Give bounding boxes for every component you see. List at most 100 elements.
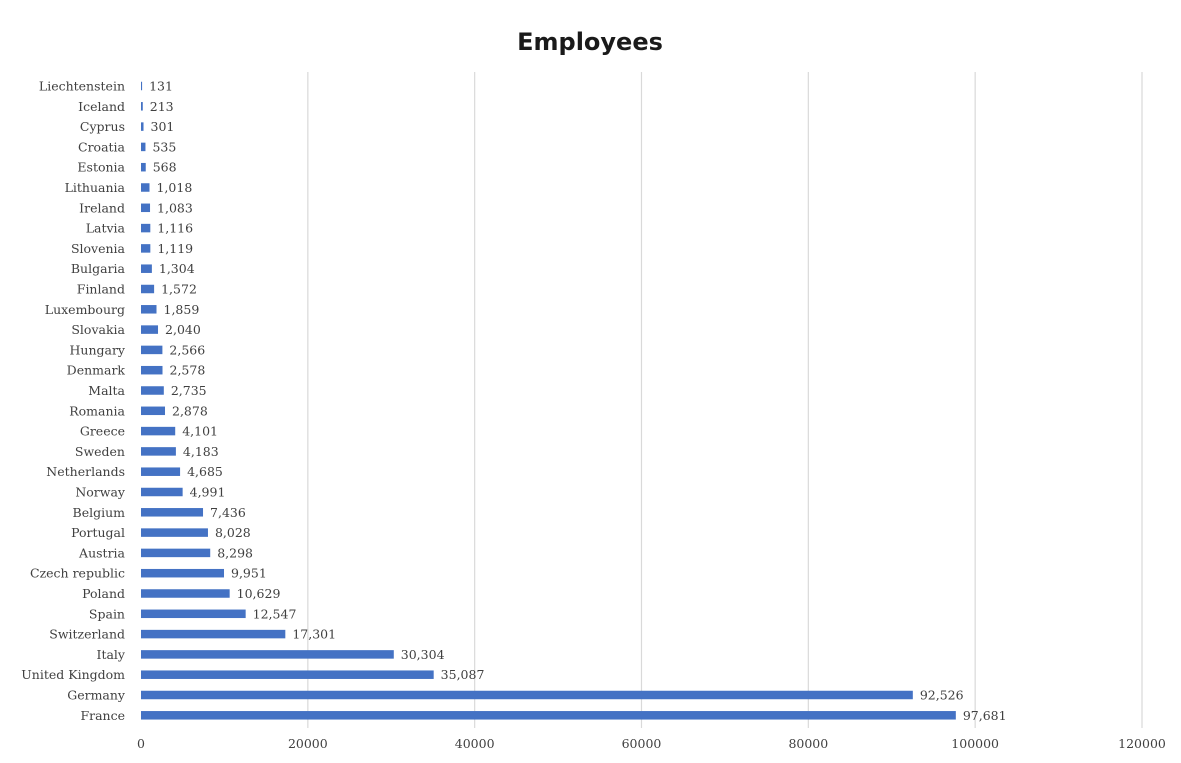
- chart-title: Employees: [517, 28, 663, 56]
- category-label: Croatia: [78, 139, 126, 154]
- category-label: Ireland: [79, 200, 125, 215]
- value-label: 8,298: [217, 545, 253, 560]
- bar: [141, 305, 157, 314]
- category-label: Czech republic: [30, 566, 125, 581]
- value-label: 4,991: [190, 485, 226, 500]
- category-label: Austria: [78, 545, 125, 560]
- value-label: 1,304: [159, 261, 195, 276]
- category-label: Luxembourg: [45, 302, 125, 317]
- value-labels: 131 213 301 535 568 1,018 1,083 1,116 1,119 1,304…: [149, 79, 1006, 723]
- bar: [141, 142, 146, 152]
- bar: [141, 629, 286, 639]
- value-label: 2,735: [171, 383, 207, 398]
- gridlines: [307, 72, 1143, 728]
- category-label: France: [80, 708, 125, 723]
- category-label: Greece: [80, 424, 125, 439]
- category-label: Spain: [89, 606, 125, 621]
- category-label: Malta: [88, 383, 125, 398]
- category-label: Finland: [77, 282, 125, 297]
- value-label: 10,629: [237, 586, 281, 601]
- bar: [141, 102, 143, 111]
- bar: [141, 568, 225, 578]
- category-label: Italy: [97, 647, 126, 662]
- value-label: 1,119: [157, 241, 193, 256]
- category-label: Sweden: [75, 444, 125, 459]
- bar: [141, 406, 166, 416]
- x-tick-label: 40000: [455, 736, 495, 751]
- value-label: 2,040: [165, 322, 201, 337]
- value-label: 35,087: [441, 667, 485, 682]
- bar: [141, 264, 152, 273]
- value-label: 2,566: [169, 342, 205, 357]
- x-tick-label: 60000: [622, 736, 662, 751]
- x-tick-label: 100000: [951, 736, 999, 751]
- bar: [141, 548, 211, 558]
- category-label: Hungary: [70, 342, 126, 357]
- x-tick-label: 20000: [288, 736, 328, 751]
- bar: [141, 690, 913, 700]
- value-label: 1,572: [161, 282, 197, 297]
- value-label: 131: [149, 79, 173, 94]
- bar: [141, 284, 155, 294]
- value-label: 9,951: [231, 566, 267, 581]
- value-label: 1,083: [157, 200, 193, 215]
- category-label: Iceland: [78, 99, 125, 114]
- bar: [141, 487, 183, 497]
- bar: [141, 325, 159, 334]
- category-label: Bulgaria: [71, 261, 126, 276]
- category-label: Liechtenstein: [39, 79, 125, 94]
- value-label: 535: [152, 139, 176, 154]
- value-label: 7,436: [210, 505, 246, 520]
- category-label: Slovenia: [71, 241, 126, 256]
- bar: [141, 365, 163, 375]
- value-label: 1,018: [156, 180, 192, 195]
- category-label: Belgium: [73, 505, 126, 520]
- value-label: 4,101: [182, 424, 218, 439]
- category-label: Switzerland: [49, 627, 125, 642]
- value-label: 92,526: [920, 688, 964, 703]
- bar: [141, 386, 164, 395]
- value-label: 301: [151, 119, 175, 134]
- bar: [141, 467, 181, 476]
- value-label: 568: [153, 160, 177, 175]
- category-label: Slovakia: [71, 322, 125, 337]
- bar: [141, 670, 434, 679]
- category-label: Estonia: [77, 160, 125, 175]
- bar: [141, 447, 176, 456]
- value-label: 17,301: [292, 627, 336, 642]
- value-label: 2,578: [170, 363, 206, 378]
- bar: [141, 244, 151, 253]
- category-label: Lithuania: [65, 180, 126, 195]
- value-label: 4,685: [187, 464, 223, 479]
- category-label: Latvia: [86, 221, 126, 236]
- bar: [141, 426, 176, 436]
- category-label: Romania: [69, 403, 125, 418]
- bar: [141, 183, 150, 192]
- bar: [141, 81, 143, 91]
- bar: [141, 162, 146, 172]
- x-tick-label: 120000: [1118, 736, 1166, 751]
- bar: [141, 711, 956, 720]
- bar: [141, 589, 230, 598]
- value-label: 8,028: [215, 525, 251, 540]
- category-labels: Liechtenstein Iceland Cyprus Croatia Estonia…: [21, 79, 126, 723]
- bar: [141, 203, 151, 213]
- bar: [141, 122, 144, 131]
- x-axis-tick-labels: 0 20000 40000 60000 80000 100000 120000: [137, 736, 1166, 751]
- value-label: 30,304: [401, 647, 445, 662]
- category-label: Cyprus: [80, 119, 125, 134]
- x-tick-label: 0: [137, 736, 145, 751]
- bar: [141, 528, 208, 537]
- bars: [141, 81, 956, 720]
- bar: [141, 223, 151, 233]
- bar: [141, 650, 394, 659]
- category-label: Portugal: [71, 525, 125, 540]
- value-label: 213: [150, 99, 174, 114]
- category-label: United Kingdom: [21, 667, 125, 682]
- value-label: 12,547: [253, 606, 297, 621]
- category-label: Denmark: [67, 363, 126, 378]
- category-label: Netherlands: [46, 464, 125, 479]
- value-label: 4,183: [183, 444, 219, 459]
- bar: [141, 345, 163, 355]
